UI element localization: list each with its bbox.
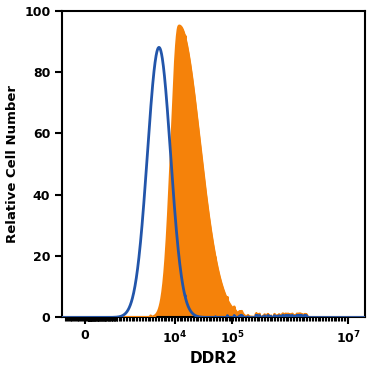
Y-axis label: Relative Cell Number: Relative Cell Number	[6, 85, 19, 243]
X-axis label: DDR2: DDR2	[190, 352, 238, 366]
